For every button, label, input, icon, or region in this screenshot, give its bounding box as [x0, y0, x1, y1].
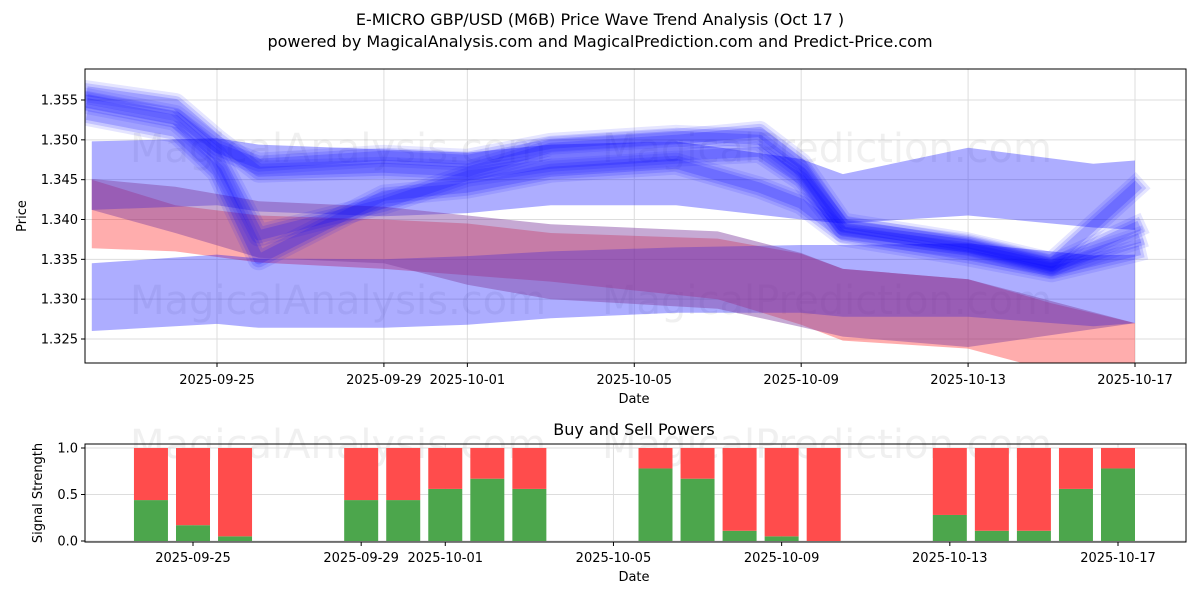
watermark-top-right: MagicalPrediction.com [602, 126, 1052, 172]
sell-bar [638, 448, 673, 469]
wave-4 [85, 87, 1150, 277]
buy-bar [974, 530, 1009, 541]
sell-bar [386, 448, 421, 501]
wave-2 [85, 79, 1151, 275]
buy-bar [176, 525, 210, 541]
main-x-tick-label: 2025-10-09 [763, 373, 839, 388]
main-x-tick-label: 2025-10-13 [930, 373, 1006, 388]
buy-bar [218, 536, 253, 541]
wave-2 [86, 86, 1143, 269]
sell-bar [1058, 448, 1093, 489]
buy-bar [386, 500, 421, 541]
bar-x-ticks: 2025-09-25 2025-09-29 2025-10-01 2025-10-05… [155, 542, 1156, 566]
sell-bar [344, 448, 379, 501]
sell-bar [680, 448, 715, 479]
main-x-axis-label: Date [618, 392, 649, 407]
buy-bar [1016, 530, 1051, 541]
sell-bar [428, 448, 463, 489]
wave-3 [85, 106, 1145, 280]
sell-bar [806, 448, 841, 541]
bar-x-tick-label: 2025-10-01 [407, 551, 483, 566]
bar-x-axis-label: Date [618, 570, 649, 585]
buy-bar [722, 530, 757, 541]
bar-plot-frame [84, 443, 1187, 543]
main-y-axis-label: Price [15, 200, 30, 232]
main-y-tick-label: 1.340 [41, 213, 78, 228]
buy-bar [470, 478, 505, 541]
buy-bar [680, 478, 715, 541]
wave-3 [85, 103, 1149, 283]
buy-bar [512, 488, 547, 541]
main-y-tick-label: 1.355 [41, 94, 78, 109]
red-band [91, 179, 1135, 363]
wave-1 [85, 91, 1149, 279]
wave-1 [85, 98, 1142, 273]
sell-bar [470, 448, 505, 479]
main-y-tick-label: 1.350 [41, 133, 78, 148]
sell-bar [1016, 448, 1051, 531]
main-y-tick-label: 1.345 [41, 173, 78, 188]
bar-y-ticks: 0.0 0.5 1.0 [57, 442, 85, 550]
buy-bar [133, 500, 168, 541]
wave-paths [85, 79, 1151, 283]
buy-bar [428, 488, 463, 541]
sell-bar [218, 448, 253, 537]
sell-bar [932, 448, 967, 515]
wave-4 [85, 90, 1146, 274]
main-x-tick-label: 2025-09-25 [179, 373, 255, 388]
buy-bar [1101, 468, 1135, 541]
watermark-bottom-left: MagicalAnalysis.com [130, 278, 546, 324]
price-bands [91, 138, 1135, 363]
sell-bar [1101, 448, 1135, 469]
buy-bar [932, 514, 967, 541]
buy-bar [1058, 488, 1093, 541]
bar-chart-title: Buy and Sell Powers [553, 420, 715, 439]
sell-bar [133, 448, 168, 501]
chart-subtitle: powered by MagicalAnalysis.com and Magic… [267, 32, 933, 51]
wave-1 [85, 94, 1146, 276]
main-x-tick-label: 2025-10-17 [1097, 373, 1173, 388]
main-grid [85, 69, 1186, 363]
bar-x-tick-label: 2025-09-29 [323, 551, 399, 566]
lower-trend-band [91, 243, 1135, 331]
buy-bar [638, 468, 673, 541]
bar-x-tick-label: 2025-10-17 [1080, 551, 1156, 566]
wave-2 [85, 82, 1147, 272]
chart-title: E-MICRO GBP/USD (M6B) Price Wave Trend A… [355, 10, 845, 29]
main-x-tick-label: 2025-09-29 [346, 373, 422, 388]
bar-y-tick-label: 0.0 [57, 535, 78, 550]
main-y-tick-label: 1.325 [41, 333, 78, 348]
bar-y-tick-label: 1.0 [57, 442, 78, 457]
sell-bar [974, 448, 1009, 531]
main-y-tick-label: 1.330 [41, 293, 78, 308]
bar-x-tick-label: 2025-09-25 [155, 551, 231, 566]
bar-x-tick-label: 2025-10-13 [912, 551, 988, 566]
sell-bar [176, 448, 210, 526]
main-x-ticks: 2025-09-25 2025-09-29 2025-10-01 2025-10-05… [179, 363, 1173, 388]
purple-band [91, 178, 1135, 347]
main-x-tick-label: 2025-10-05 [596, 373, 672, 388]
wave-4 [85, 94, 1142, 271]
watermark-bottom-right: MagicalPrediction.com [602, 278, 1052, 324]
wave-3 [85, 110, 1142, 277]
upper-trend-band [91, 138, 1135, 230]
main-x-tick-label: 2025-10-01 [430, 373, 506, 388]
sell-bar [512, 448, 547, 489]
main-y-tick-label: 1.335 [41, 253, 78, 268]
main-plot-frame [84, 68, 1187, 364]
main-y-ticks: 1.325 1.330 1.335 1.340 1.345 1.350 1.355 [41, 94, 85, 348]
watermark-top-left: MagicalAnalysis.com [130, 126, 546, 172]
bar-y-tick-label: 0.5 [57, 488, 78, 503]
buy-bar [344, 500, 379, 541]
bars [133, 448, 1135, 541]
bar-y-axis-label: Signal Strength [31, 443, 46, 543]
sell-bar [764, 448, 799, 537]
buy-bar [764, 536, 799, 541]
bar-x-tick-label: 2025-10-09 [744, 551, 820, 566]
bar-x-tick-label: 2025-10-05 [576, 551, 652, 566]
sell-bar [722, 448, 757, 531]
